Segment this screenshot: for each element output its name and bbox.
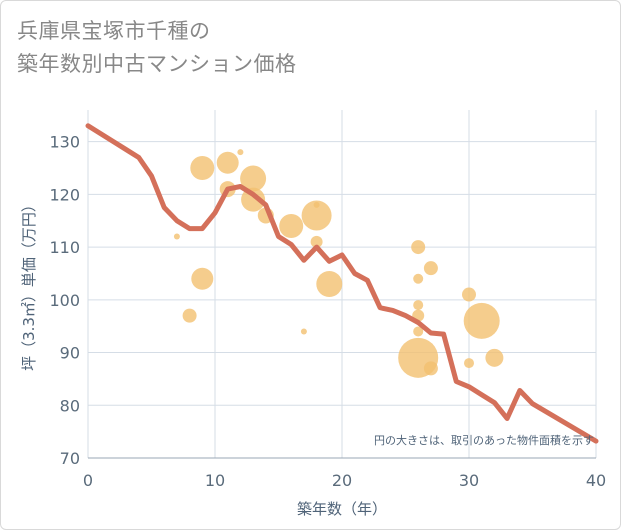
bubble-point [173,233,180,240]
bubble-point [216,151,239,174]
bubble-point [462,287,476,302]
x-tick-label: 30 [459,471,479,490]
bubble-point [423,361,438,376]
bubble-point [182,308,197,323]
x-tick-label: 0 [83,471,93,490]
y-axis-label: 坪（3.3㎡）単価（万円） [20,197,38,371]
axes: 0 10 20 30 40 70 80 90 100 110 120 130 [49,133,606,490]
bubbles [173,149,504,378]
y-tick-label: 110 [49,238,80,257]
y-tick-label: 100 [49,291,80,310]
bubble-point [423,261,438,276]
bubble-point [190,156,215,180]
bubble-point [241,187,266,212]
bubble-point [413,273,424,284]
y-tick-label: 70 [60,449,80,468]
chart-title-line2: 築年数別中古マンション価格 [17,52,297,76]
chart-title-line1: 兵庫県宝塚市千種の [17,19,211,43]
bubble-point [279,214,304,238]
size-note: 円の大きさは、取引のあった物件面積を示す [374,433,594,447]
y-tick-label: 90 [60,344,80,363]
bubble-point [413,326,424,337]
x-tick-label: 40 [586,471,606,490]
y-tick-label: 120 [49,185,80,204]
bubble-point [464,358,474,369]
y-tick-label: 80 [60,396,80,415]
x-tick-label: 10 [205,471,225,490]
bubble-point [463,302,500,339]
bubble-point [300,328,307,335]
bubble-point [240,165,267,192]
bubble-point [411,240,426,255]
bubble-point [301,200,332,231]
bubble-point [413,300,424,311]
trend-line-group [85,123,599,444]
x-tick-label: 20 [332,471,352,490]
chart-title: 兵庫県宝塚市千種の 築年数別中古マンション価格 [17,15,297,81]
bubble-point [316,271,343,297]
x-axis-label: 築年数（年） [297,500,387,518]
bubble-point [191,267,214,290]
bubble-point [310,235,323,248]
trend-line [85,123,599,444]
bubble-point [237,149,244,156]
bubble-point [485,348,504,367]
y-tick-label: 130 [49,133,80,152]
